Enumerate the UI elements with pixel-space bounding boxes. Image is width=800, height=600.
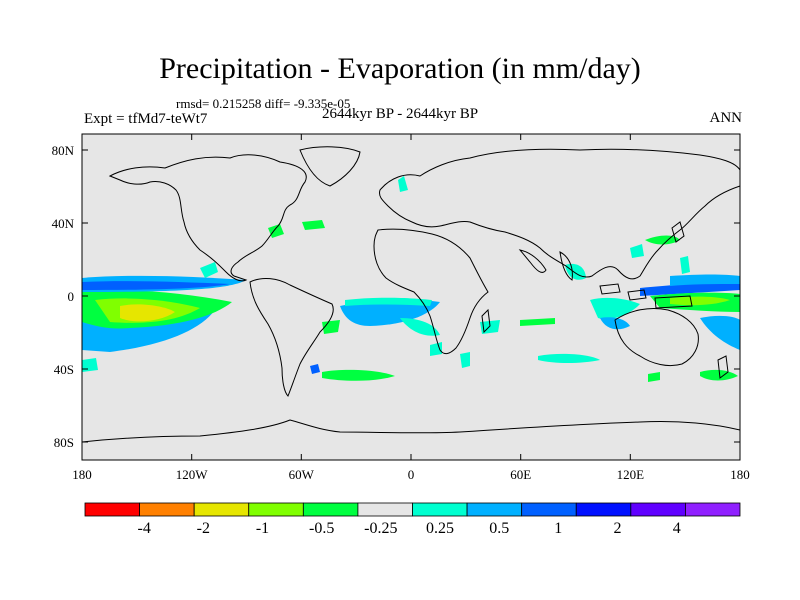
colorbar-swatch <box>575 502 632 517</box>
colorbar-label: 0.5 <box>489 520 509 537</box>
colorbar-label: -2 <box>197 520 210 537</box>
lon-tick-label: 180 <box>730 467 750 482</box>
field-patch <box>268 224 284 238</box>
field-patch <box>340 299 440 326</box>
coastline-madagascar <box>481 308 491 334</box>
field-patch <box>302 220 325 230</box>
coastline-india <box>559 251 573 281</box>
colorbar-swatch <box>248 502 304 517</box>
lat-tick-label: 40N <box>52 216 75 231</box>
field-patch <box>648 372 660 382</box>
lon-tick-labels: 180 120W 60W 0 60E 120E 180 <box>72 467 750 482</box>
field-patch <box>310 364 320 374</box>
colorbar-label: -1 <box>256 520 269 537</box>
lat-tick-label: 80S <box>54 435 74 450</box>
season-label: ANN <box>709 110 743 126</box>
field-patch <box>600 317 630 330</box>
field-patch <box>538 353 600 363</box>
colorbar-swatch <box>193 502 250 517</box>
field-patch <box>520 318 555 326</box>
coastline-new-guinea <box>654 295 693 309</box>
field-patch <box>460 352 470 368</box>
colorbar-swatch <box>685 502 741 517</box>
lon-tick-label: 60E <box>510 467 531 482</box>
colorbar-swatch <box>357 502 413 517</box>
map-title: Precipitation - Evaporation (in mm/day) <box>159 52 641 85</box>
field-patch <box>700 369 738 381</box>
colorbar-swatch <box>521 502 577 517</box>
field-patch <box>670 296 730 306</box>
coastlines <box>81 146 741 443</box>
field-patch <box>680 256 690 274</box>
colorbar-label: -0.5 <box>309 520 334 537</box>
field-patch <box>670 274 740 286</box>
colorbar-swatch <box>139 502 195 517</box>
anomaly-field <box>82 176 740 382</box>
coastline-sulawesi <box>627 289 647 301</box>
rmsd-diff-stats: rmsd= 0.215258 diff= -9.335e-05 <box>176 96 351 111</box>
coastline-africa <box>373 228 489 355</box>
coastline-australia <box>614 307 699 367</box>
tick-marks <box>82 134 740 460</box>
coastline-borneo <box>599 283 621 295</box>
coastline-greenland <box>299 146 361 187</box>
colorbar-label: 1 <box>554 520 562 537</box>
field-patch <box>322 369 395 381</box>
colorbar-swatch <box>412 502 468 517</box>
field-patch <box>700 315 740 350</box>
field-patch <box>120 304 175 322</box>
lat-tick-labels: 80N 40N 0 40S 80S <box>52 143 75 450</box>
field-patch <box>322 320 340 334</box>
coastline-antarctica <box>81 419 741 443</box>
lon-tick-label: 120W <box>176 467 209 482</box>
lat-tick-label: 80N <box>52 143 75 158</box>
colorbar-label: 0.25 <box>426 520 454 537</box>
colorbar-swatch <box>302 502 359 517</box>
coastline-japan <box>671 221 685 243</box>
field-patch <box>345 297 432 306</box>
field-patch <box>82 281 230 290</box>
field-patch <box>590 297 640 320</box>
colorbar-label: 2 <box>614 520 622 537</box>
colorbar-swatch <box>630 502 686 517</box>
field-patch <box>400 318 440 336</box>
time-period: 2644kyr BP - 2644kyr BP <box>322 106 479 122</box>
field-patch <box>82 358 98 372</box>
coastline-arabia <box>518 249 547 273</box>
experiment-label: Expt = tfMd7-teWt7 <box>84 111 208 127</box>
colorbar <box>84 502 741 517</box>
field-patch <box>430 342 442 356</box>
field-patch <box>398 176 408 192</box>
field-patch <box>630 244 644 258</box>
colorbar-label: 4 <box>673 520 681 537</box>
lon-tick-label: 60W <box>289 467 315 482</box>
lon-tick-label: 180 <box>72 467 92 482</box>
field-patch <box>640 282 740 296</box>
lon-tick-label: 120E <box>617 467 645 482</box>
coastline-north-america <box>108 154 307 282</box>
lon-tick-label: 0 <box>408 467 415 482</box>
lat-tick-label: 40S <box>54 362 74 377</box>
coastline-new-zealand <box>717 355 729 379</box>
colorbar-swatch <box>466 502 523 517</box>
lat-tick-label: 0 <box>68 289 75 304</box>
colorbar-swatch <box>84 502 140 517</box>
colorbar-labels: -4 -2 -1 -0.5 -0.25 0.25 0.5 1 2 4 <box>138 520 681 537</box>
colorbar-label: -0.25 <box>364 520 397 537</box>
colorbar-label: -4 <box>138 520 151 537</box>
coastline-south-america <box>249 277 334 397</box>
field-patch <box>200 262 218 278</box>
field-patch <box>645 235 680 245</box>
coastline-eurasia <box>379 148 741 280</box>
